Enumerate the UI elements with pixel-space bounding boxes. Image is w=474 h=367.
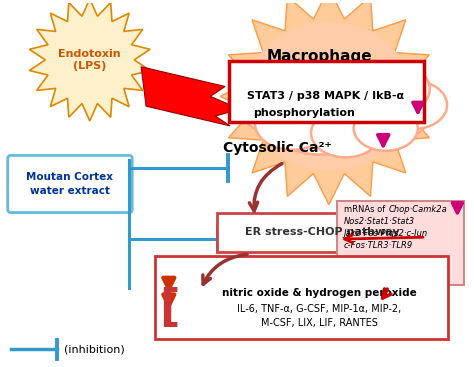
Text: mRNAs of: mRNAs of bbox=[344, 205, 388, 214]
Ellipse shape bbox=[354, 106, 418, 151]
Ellipse shape bbox=[242, 85, 311, 134]
FancyBboxPatch shape bbox=[155, 256, 448, 339]
Polygon shape bbox=[141, 67, 240, 126]
Ellipse shape bbox=[355, 88, 430, 141]
Ellipse shape bbox=[355, 63, 430, 115]
Ellipse shape bbox=[268, 83, 370, 155]
Ellipse shape bbox=[316, 78, 402, 138]
Text: nitric oxide & hydrogen peroxide: nitric oxide & hydrogen peroxide bbox=[222, 288, 416, 298]
FancyBboxPatch shape bbox=[217, 212, 427, 252]
Polygon shape bbox=[29, 0, 150, 121]
FancyBboxPatch shape bbox=[229, 61, 424, 122]
FancyBboxPatch shape bbox=[8, 156, 132, 212]
FancyBboxPatch shape bbox=[337, 201, 465, 286]
Text: Endotoxin
(LPS): Endotoxin (LPS) bbox=[58, 49, 121, 71]
Ellipse shape bbox=[316, 63, 396, 119]
Polygon shape bbox=[220, 0, 438, 205]
Text: STAT3 / p38 MAPK / IkB-α: STAT3 / p38 MAPK / IkB-α bbox=[247, 91, 404, 101]
Ellipse shape bbox=[255, 98, 330, 150]
Text: ER stress-CHOP pathway: ER stress-CHOP pathway bbox=[245, 227, 399, 237]
Text: [: [ bbox=[159, 287, 179, 330]
Text: Jak2·Fas·Ptgs2·c-Jun: Jak2·Fas·Ptgs2·c-Jun bbox=[344, 229, 428, 238]
Ellipse shape bbox=[378, 81, 447, 129]
Ellipse shape bbox=[311, 109, 381, 157]
Text: Moutan Cortex
water extract: Moutan Cortex water extract bbox=[27, 172, 113, 196]
Text: Cytosolic Ca²⁺: Cytosolic Ca²⁺ bbox=[223, 141, 332, 155]
Text: Nos2·Stat1·Stat3: Nos2·Stat1·Stat3 bbox=[344, 217, 415, 226]
Text: (inhibition): (inhibition) bbox=[64, 345, 125, 355]
Text: Chop·Camk2a: Chop·Camk2a bbox=[388, 205, 447, 214]
Text: phosphorylation: phosphorylation bbox=[253, 108, 355, 118]
Text: c-Fos·TLR3·TLR9: c-Fos·TLR3·TLR9 bbox=[344, 240, 413, 250]
Text: IL-6, TNF-α, G-CSF, MIP-1α, MIP-2,: IL-6, TNF-α, G-CSF, MIP-1α, MIP-2, bbox=[237, 304, 401, 314]
Text: M-CSF, LIX, LIF, RANTES: M-CSF, LIX, LIF, RANTES bbox=[261, 318, 377, 328]
Ellipse shape bbox=[268, 72, 343, 125]
Ellipse shape bbox=[245, 22, 413, 170]
Text: Macrophage: Macrophage bbox=[266, 50, 372, 65]
